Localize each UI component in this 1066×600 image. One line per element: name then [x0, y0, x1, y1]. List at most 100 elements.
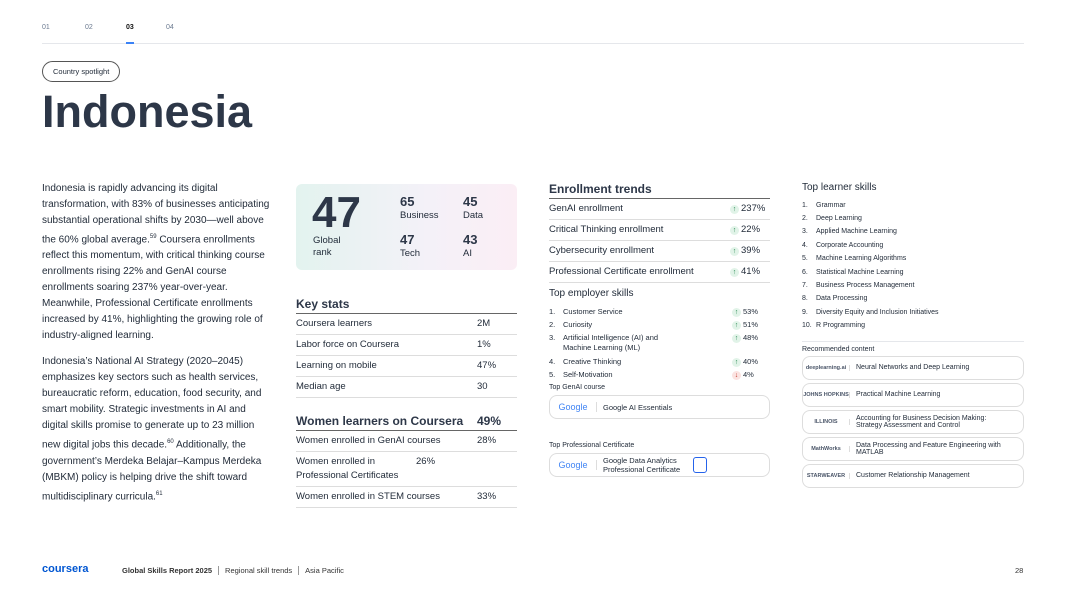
list-value: ↑ 53% [732, 307, 770, 317]
label: Learning on mobile [296, 360, 377, 371]
row: Learning on mobile 47% [296, 356, 517, 377]
value: 28% [477, 435, 497, 446]
row: Women enrolled in STEM courses 33% [296, 487, 517, 508]
course-card: Google Google Data Analytics Professional… [549, 453, 770, 477]
course-card: Google Google AI Essentials [549, 395, 770, 419]
list-number: 9. [802, 308, 808, 316]
course-name: Google AI Essentials [603, 402, 673, 412]
label: Professional Certificate enrollment [549, 266, 694, 277]
list-item: 8. Data Processing [802, 293, 1024, 306]
list-label: Artificial Intelligence (AI) and Machine… [563, 333, 659, 353]
value: 26% [416, 456, 436, 467]
label: GenAI enrollment [549, 203, 623, 214]
list-item: 1. Grammar [802, 199, 1024, 212]
list-item: 7. Business Process Management [802, 279, 1024, 292]
learner-skills: Top learner skills 1. Grammar 2. Deep Learni… [802, 182, 1024, 488]
list-label: Diversity Equity and Inclusion Initiativ… [816, 308, 939, 316]
list-item: 9. Diversity Equity and Inclusion Initiat… [802, 306, 1024, 319]
list-number: 5. [802, 255, 808, 263]
content-name: Practical Machine Learning [856, 391, 941, 399]
list-item: 5. Machine Learning Algorithms [802, 253, 1024, 266]
sub-rank-value: 45 [463, 194, 478, 209]
list-value: ↑ 51% [732, 320, 770, 331]
section-title: Enrollment trends [549, 182, 652, 196]
list-item: 4. Corporate Accounting [802, 239, 1024, 252]
list-number: 3. [549, 333, 556, 343]
table: Women enrolled in GenAI courses 28% Women … [296, 430, 517, 508]
list-label: Self-Motivation [563, 370, 613, 380]
row: Labor force on Coursera 1% [296, 335, 517, 356]
list-item: 3. Artificial Intelligence (AI) and Machi… [549, 332, 770, 355]
list-item: 3. Applied Machine Learning [802, 226, 1024, 239]
provider-logo: ILLINOIS [803, 418, 850, 425]
footer-text: Global Skills Report 2025 Regional skill … [122, 566, 344, 575]
list-item: 4. Creative Thinking ↑ 40% [549, 355, 770, 368]
tag: Country spotlight [42, 61, 121, 82]
certificate-icon [693, 457, 707, 473]
nav-item: 04 [166, 24, 174, 31]
content-name: Customer Relationship Management [856, 472, 970, 480]
provider-logo: Google [550, 460, 597, 470]
list-number: 6. [802, 268, 808, 276]
list-number: 2. [549, 320, 556, 330]
sub-rank-label: Data [463, 210, 484, 221]
sub-rank-value: 65 [400, 194, 415, 209]
value-text: 53% [743, 306, 759, 316]
row: Cybersecurity enrollment ↑ 39% [549, 241, 770, 262]
content-card: MathWorks Data Processing and Feature Eng… [802, 436, 1024, 461]
key-stats: Key stats Coursera learners 2M Labor force … [296, 297, 517, 398]
list-label: Corporate Accounting [816, 241, 884, 249]
value: 2M [477, 318, 491, 329]
list-item: 6. Statistical Machine Learning [802, 266, 1024, 279]
list-value: ↑ 48% [732, 333, 770, 353]
trend-arrow: ↓ [732, 371, 741, 381]
title: Indonesia [42, 86, 253, 137]
label: Women enrolled in Professional Certifica… [296, 456, 399, 481]
list-label: Machine Learning Algorithms [816, 255, 907, 263]
value: ↑ 22% [730, 223, 770, 237]
value-text: 39% [741, 245, 761, 256]
list-label: Creative Thinking [563, 356, 622, 366]
list-item: 2. Deep Learning [802, 212, 1024, 225]
list-label: Curiosity [563, 320, 593, 330]
value: 30 [477, 381, 488, 392]
section-title: Top learner skills [802, 182, 877, 193]
course-heading: Top Professional Certificate [549, 442, 635, 449]
list-label: Applied Machine Learning [816, 228, 897, 236]
list-item: 10. R Programming [802, 319, 1024, 332]
section-value: 49% [477, 414, 502, 428]
section-title: Women learners on Coursera [296, 414, 464, 428]
table: Coursera learners 2M Labor force on Course… [296, 313, 517, 398]
course: Top GenAI course Google Google AI Essentia… [549, 384, 770, 419]
content-name: Neural Networks and Deep Learning [856, 364, 970, 372]
trend-arrow: ↑ [732, 357, 741, 367]
value-text: 22% [741, 224, 761, 235]
nav-item: 02 [85, 24, 93, 31]
list-label: Data Processing [816, 295, 868, 303]
label: Coursera learners [296, 318, 373, 329]
separator [298, 566, 300, 575]
label: Critical Thinking enrollment [549, 224, 664, 235]
provider-logo: deeplearning.ai [803, 364, 850, 371]
divider [42, 43, 1024, 44]
list-item: 5. Self-Motivation ↓ 4% [549, 369, 770, 382]
body-text: Indonesia is rapidly advancing its digit… [42, 181, 270, 515]
sub-rank-label: AI [463, 248, 472, 259]
label: Labor force on Coursera [296, 339, 399, 350]
course: Top Professional Certificate Google Google… [549, 442, 770, 477]
list-number: 5. [549, 370, 556, 380]
text: Indonesia’s National AI Strategy (2020–2… [42, 356, 262, 451]
trend-arrow: ↑ [732, 307, 741, 317]
list-number: 3. [802, 228, 808, 236]
value-text: 41% [741, 266, 761, 277]
label: Median age [296, 381, 346, 392]
section: Regional skill trends [225, 566, 293, 575]
paragraph: Indonesia is rapidly advancing its digit… [42, 181, 270, 344]
women-stats: Women learners on Coursera 49% Women enrol… [296, 414, 517, 508]
list-number: 7. [802, 281, 808, 289]
row: Coursera learners 2M [296, 314, 517, 335]
list-number: 1. [802, 201, 808, 209]
content-card: JOHNS HOPKINS Practical Machine Learning [802, 382, 1024, 407]
row: Median age 30 [296, 377, 517, 398]
content-card: STARWEAVER Customer Relationship Manageme… [802, 463, 1024, 488]
